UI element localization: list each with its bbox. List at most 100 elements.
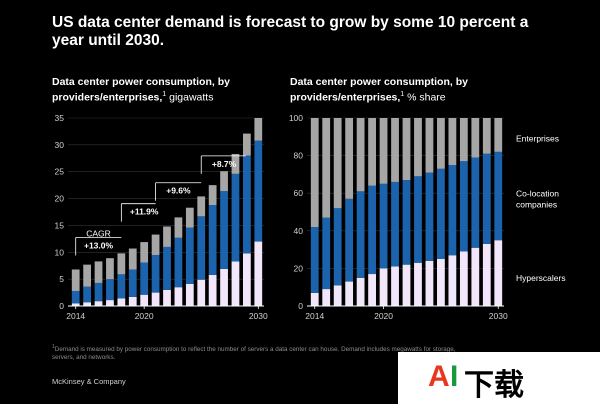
share-y-tick-label: 40 [294, 226, 304, 236]
watermark-letter-i: I [450, 360, 459, 393]
share-bar-hyperscalers [333, 285, 342, 306]
gw-bar-enterprises [106, 258, 114, 280]
share-bar-enterprises [356, 118, 365, 192]
share-bar-colocation [482, 153, 491, 244]
share-bar-colocation [368, 185, 376, 275]
share-bar-enterprises [379, 118, 388, 184]
right-chart-title-main: Data center power consumption, by provid… [290, 76, 468, 103]
share-bar-colocation [310, 227, 319, 293]
share-y-tick-label: 100 [289, 113, 303, 123]
cagr-annotation: +11.9% [130, 207, 159, 217]
gw-bar-enterprises [174, 217, 183, 238]
cagr-annotation: +13.0% [84, 241, 114, 251]
gw-bar-colocation [220, 191, 228, 269]
watermark-logo: A I 下载 [398, 352, 600, 404]
share-bar-colocation [379, 183, 388, 269]
left-chart-title-footnote-marker: 1 [162, 90, 167, 98]
gw-bar-colocation [174, 237, 183, 288]
share-bar-colocation [414, 176, 422, 263]
share-bar-colocation [494, 151, 503, 241]
gw-bar-hyperscalers [208, 274, 217, 306]
gw-bar-enterprises [243, 133, 251, 156]
gw-bar-hyperscalers [140, 294, 149, 306]
gw-bar-hyperscalers [254, 241, 263, 306]
right-chart-title: Data center power consumption, by provid… [290, 76, 540, 104]
gw-bar-colocation [243, 155, 251, 254]
right-chart-title-unit: % share [404, 91, 446, 103]
share-x-tick-label: 2014 [305, 311, 324, 321]
gw-y-tick-label: 10 [55, 247, 65, 257]
share-bar-hyperscalers [482, 243, 491, 306]
gw-bar-colocation [208, 205, 217, 275]
gw-bar-colocation [106, 279, 114, 301]
gw-bar-colocation [83, 286, 91, 303]
share-bar-hyperscalers [356, 277, 365, 306]
gw-bar-hyperscalers [117, 298, 126, 306]
share-bar-hyperscalers [425, 260, 434, 306]
gw-bar-hyperscalers [174, 287, 183, 306]
gw-x-tick-label: 2020 [135, 311, 154, 321]
right-chart-title-footnote-marker: 1 [400, 90, 405, 98]
share-y-tick-label: 80 [294, 151, 304, 161]
share-bar-hyperscalers [494, 240, 503, 306]
headline: US data center demand is forecast to gro… [52, 14, 529, 49]
gw-y-tick-label: 20 [55, 194, 65, 204]
gw-bar-colocation [151, 254, 160, 293]
share-bar-enterprises [494, 118, 503, 152]
share-bar-enterprises [414, 118, 422, 177]
gw-y-tick-label: 25 [55, 167, 65, 177]
share-x-tick-label: 2020 [374, 311, 393, 321]
gw-y-tick-label: 0 [59, 301, 64, 311]
gw-bar-enterprises [71, 269, 80, 291]
cagr-annotation: +8.7% [212, 159, 237, 169]
share-bar-enterprises [448, 118, 457, 165]
share-bar-hyperscalers [368, 274, 376, 306]
share-x-tick-label: 2030 [489, 311, 508, 321]
legend-label: Enterprises [516, 134, 559, 144]
gw-bar-enterprises [83, 264, 91, 287]
share-bar-hyperscalers [379, 268, 388, 306]
gw-bar-colocation [185, 227, 194, 284]
cagr-annotation: CAGR [86, 229, 111, 239]
gw-bar-hyperscalers [94, 301, 103, 306]
gw-bar-hyperscalers [71, 303, 80, 306]
share-bar-colocation [437, 168, 445, 259]
share-bar-enterprises [391, 118, 399, 182]
share-bar-enterprises [333, 118, 342, 209]
share-bar-colocation [391, 181, 399, 267]
legend-label: Co-location [516, 188, 559, 198]
gw-bar-enterprises [128, 248, 137, 270]
share-y-tick-label: 20 [294, 263, 304, 273]
gw-y-tick-label: 35 [55, 113, 65, 123]
share-bar-enterprises [437, 118, 445, 169]
gw-bar-colocation [254, 140, 263, 242]
gw-bar-hyperscalers [106, 300, 114, 306]
gw-x-tick-label: 2014 [66, 311, 85, 321]
gw-bar-hyperscalers [231, 261, 240, 306]
share-bar-hyperscalers [322, 289, 331, 306]
share-bar-enterprises [459, 118, 468, 162]
share-bar-colocation [322, 217, 331, 290]
share-bar-enterprises [310, 118, 319, 228]
gw-bar-colocation [197, 216, 206, 280]
share-bar-colocation [356, 191, 365, 278]
share-bar-hyperscalers [345, 281, 354, 306]
gw-bar-hyperscalers [197, 279, 206, 306]
gw-bar-colocation [128, 269, 137, 297]
share-bar-colocation [448, 165, 457, 256]
gw-bar-colocation [71, 290, 80, 304]
gw-bar-enterprises [231, 153, 240, 174]
gw-bar-colocation [231, 173, 240, 262]
gw-bar-hyperscalers [185, 283, 194, 306]
share-bar-hyperscalers [459, 251, 468, 306]
gw-bar-colocation [94, 282, 103, 302]
footnote-marker: 1 [52, 344, 55, 350]
share-y-tick-label: 0 [298, 301, 303, 311]
share-bar-hyperscalers [471, 247, 480, 306]
share-y-tick-label: 60 [294, 188, 304, 198]
share-bar-colocation [333, 208, 342, 286]
gw-bar-colocation [163, 246, 171, 290]
gw-bar-enterprises [163, 226, 171, 247]
share-bar-hyperscalers [391, 266, 399, 306]
